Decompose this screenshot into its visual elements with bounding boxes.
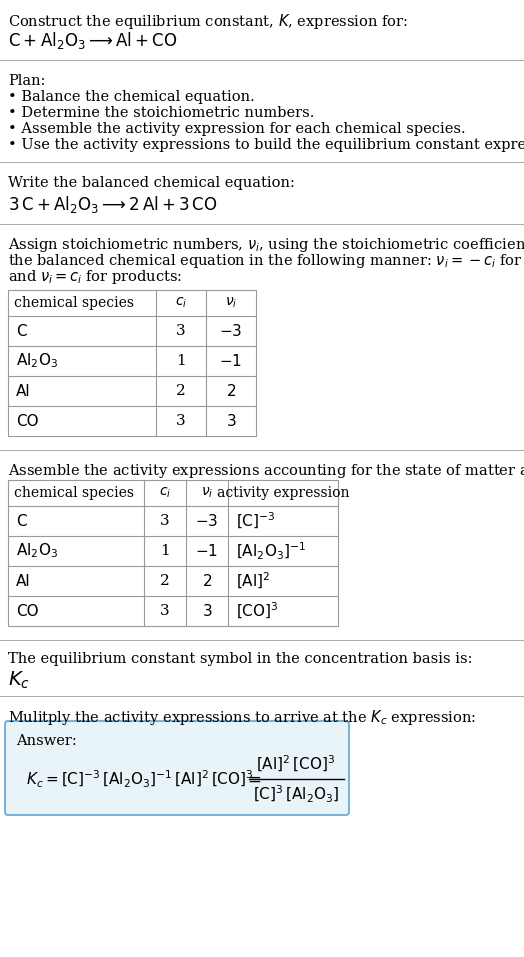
Text: CO: CO — [16, 413, 39, 429]
Text: 1: 1 — [176, 354, 186, 368]
Bar — [8, 480, 338, 626]
Text: $=$: $=$ — [244, 770, 261, 788]
Text: Write the balanced chemical equation:: Write the balanced chemical equation: — [8, 176, 295, 190]
Text: $\mathrm{C+Al_2O_3 \longrightarrow Al+CO}$: $\mathrm{C+Al_2O_3 \longrightarrow Al+CO… — [8, 30, 178, 51]
Text: CO: CO — [16, 604, 39, 618]
Text: $[\mathrm{C}]^{-3}$: $[\mathrm{C}]^{-3}$ — [236, 511, 276, 531]
Text: $\mathrm{Al_2O_3}$: $\mathrm{Al_2O_3}$ — [16, 542, 58, 561]
Text: Mulitply the activity expressions to arrive at the $K_c$ expression:: Mulitply the activity expressions to arr… — [8, 708, 476, 727]
Text: C: C — [16, 323, 27, 339]
Text: $[\mathrm{Al_2O_3}]^{-1}$: $[\mathrm{Al_2O_3}]^{-1}$ — [236, 541, 306, 562]
Text: 3: 3 — [160, 604, 170, 618]
Text: $\nu_i$: $\nu_i$ — [225, 296, 237, 310]
Text: $\mathrm{Al_2O_3}$: $\mathrm{Al_2O_3}$ — [16, 351, 58, 370]
Text: chemical species: chemical species — [14, 486, 134, 500]
Text: 1: 1 — [160, 544, 170, 558]
Text: $[\mathrm{C}]^{3}\,[\mathrm{Al_2O_3}]$: $[\mathrm{C}]^{3}\,[\mathrm{Al_2O_3}]$ — [253, 784, 339, 805]
Text: Assign stoichiometric numbers, $\nu_i$, using the stoichiometric coefficients, $: Assign stoichiometric numbers, $\nu_i$, … — [8, 236, 524, 254]
Text: $c_i$: $c_i$ — [159, 486, 171, 501]
Text: $2$: $2$ — [202, 573, 212, 589]
Text: • Use the activity expressions to build the equilibrium constant expression.: • Use the activity expressions to build … — [8, 138, 524, 152]
Text: $c_i$: $c_i$ — [175, 296, 187, 310]
Text: Construct the equilibrium constant, $K$, expression for:: Construct the equilibrium constant, $K$,… — [8, 12, 408, 31]
Text: 3: 3 — [176, 324, 186, 338]
Text: • Assemble the activity expression for each chemical species.: • Assemble the activity expression for e… — [8, 122, 466, 136]
Text: • Balance the chemical equation.: • Balance the chemical equation. — [8, 90, 255, 104]
Text: $-1$: $-1$ — [220, 353, 243, 369]
Text: $-3$: $-3$ — [220, 323, 243, 339]
Text: Al: Al — [16, 384, 30, 398]
Text: the balanced chemical equation in the following manner: $\nu_i = -c_i$ for react: the balanced chemical equation in the fo… — [8, 252, 524, 270]
Text: • Determine the stoichiometric numbers.: • Determine the stoichiometric numbers. — [8, 106, 314, 120]
Text: $\mathrm{3\,C+Al_2O_3 \longrightarrow 2\,Al+3\,CO}$: $\mathrm{3\,C+Al_2O_3 \longrightarrow 2\… — [8, 194, 217, 215]
Text: $[\mathrm{Al}]^{2}\,[\mathrm{CO}]^{3}$: $[\mathrm{Al}]^{2}\,[\mathrm{CO}]^{3}$ — [256, 754, 335, 774]
Text: Plan:: Plan: — [8, 74, 46, 88]
Text: activity expression: activity expression — [217, 486, 350, 500]
Text: $-3$: $-3$ — [195, 513, 219, 529]
Text: $3$: $3$ — [202, 603, 212, 619]
Text: 3: 3 — [176, 414, 186, 428]
Text: $K_c = [\mathrm{C}]^{-3}\,[\mathrm{Al_2O_3}]^{-1}\,[\mathrm{Al}]^{2}\,[\mathrm{C: $K_c = [\mathrm{C}]^{-3}\,[\mathrm{Al_2O… — [26, 768, 254, 790]
Text: $\nu_i$: $\nu_i$ — [201, 486, 213, 501]
Text: Assemble the activity expressions accounting for the state of matter and $\nu_i$: Assemble the activity expressions accoun… — [8, 462, 524, 480]
Text: $[\mathrm{CO}]^{3}$: $[\mathrm{CO}]^{3}$ — [236, 601, 279, 621]
Text: Answer:: Answer: — [16, 734, 77, 748]
Text: $2$: $2$ — [226, 383, 236, 399]
Text: The equilibrium constant symbol in the concentration basis is:: The equilibrium constant symbol in the c… — [8, 652, 473, 666]
Text: $3$: $3$ — [226, 413, 236, 429]
Text: chemical species: chemical species — [14, 296, 134, 310]
Bar — [8, 290, 256, 436]
FancyBboxPatch shape — [5, 721, 349, 815]
Text: $[\mathrm{Al}]^{2}$: $[\mathrm{Al}]^{2}$ — [236, 571, 270, 591]
Text: C: C — [16, 514, 27, 528]
Text: 3: 3 — [160, 514, 170, 528]
Text: 2: 2 — [176, 384, 186, 398]
Text: $-1$: $-1$ — [195, 543, 219, 559]
Text: and $\nu_i = c_i$ for products:: and $\nu_i = c_i$ for products: — [8, 268, 182, 286]
Text: $K_c$: $K_c$ — [8, 670, 30, 691]
Text: 2: 2 — [160, 574, 170, 588]
Text: Al: Al — [16, 573, 30, 589]
